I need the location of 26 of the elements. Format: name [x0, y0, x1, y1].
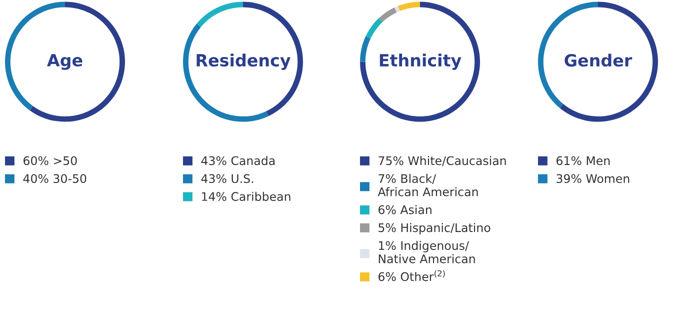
legend-label: 40% 30-50: [23, 174, 86, 184]
text: Residency: [196, 54, 291, 70]
donut-slice: [394, 6, 400, 12]
donut-slice: [196, 2, 243, 27]
donut-slice: [398, 2, 420, 12]
legend-label: 6% Asian: [378, 205, 432, 214]
legend-label: 43% Canada: [201, 156, 275, 166]
legend-label: 43% U.S.: [201, 174, 254, 184]
legend-label: 14% Caribbean: [202, 192, 290, 201]
legend-label: 7% Black/ African American: [378, 174, 478, 196]
legend-label: 6% Other$^{(2)}$: [378, 270, 445, 282]
legend-label: 75% White/Caucasian: [378, 156, 506, 166]
legend-label: 5% Hispanic/Latino: [378, 222, 490, 234]
legend-label: 61% Men: [556, 156, 610, 166]
text: Ethnicity: [380, 54, 462, 70]
donut-slice: [366, 18, 383, 39]
text: Age: [47, 54, 82, 70]
donut-slice: [30, 2, 125, 122]
donut-slice: [360, 2, 480, 122]
legend-label: 1% Indigenous/ Native American: [378, 240, 475, 264]
donut-slice: [360, 36, 371, 62]
legend-label: 60% >50: [24, 156, 77, 166]
donut-slice: [378, 8, 397, 22]
legend-label: 39% Women: [556, 174, 630, 184]
text: Gender: [564, 54, 632, 67]
donut-slice: [560, 2, 658, 122]
